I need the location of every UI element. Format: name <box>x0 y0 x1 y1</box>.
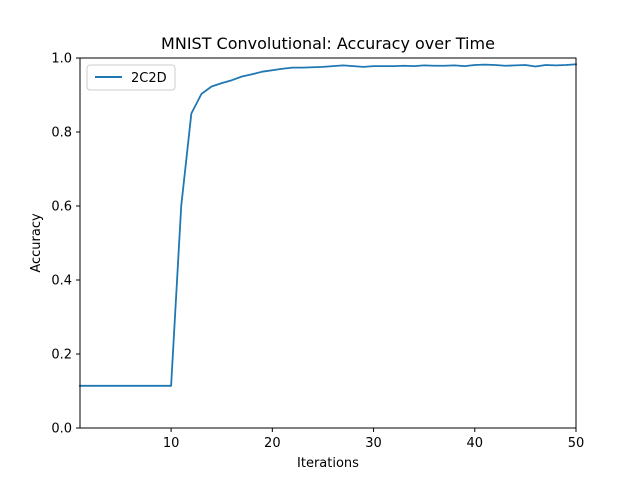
x-tick-label: 20 <box>264 436 281 451</box>
y-ticks: 0.0 0.2 0.4 0.6 0.8 1.0 <box>51 52 80 437</box>
x-axis-label: Iterations <box>297 456 359 471</box>
x-tick-label: 30 <box>365 436 382 451</box>
y-tick-label: 0.2 <box>51 348 72 363</box>
series-line-2C2D <box>79 63 577 387</box>
y-tick-label: 0.6 <box>51 200 72 215</box>
legend-label: 2C2D <box>131 71 167 86</box>
x-ticks: 10 20 30 40 50 <box>163 428 584 451</box>
y-tick-label: 0.8 <box>51 126 72 141</box>
chart-title: MNIST Convolutional: Accuracy over Time <box>161 34 495 53</box>
x-tick-label: 10 <box>163 436 180 451</box>
x-tick-label: 40 <box>467 436 484 451</box>
line-layer <box>79 63 577 387</box>
legend-box <box>86 64 176 91</box>
y-tick-label: 0.4 <box>51 274 72 289</box>
legend: 2C2D <box>86 64 176 91</box>
x-tick-label: 50 <box>568 436 585 451</box>
plot-frame <box>79 57 577 429</box>
y-axis-label: Accuracy <box>29 213 44 273</box>
y-tick-label: 0.0 <box>51 422 72 437</box>
y-tick-label: 1.0 <box>51 52 72 67</box>
